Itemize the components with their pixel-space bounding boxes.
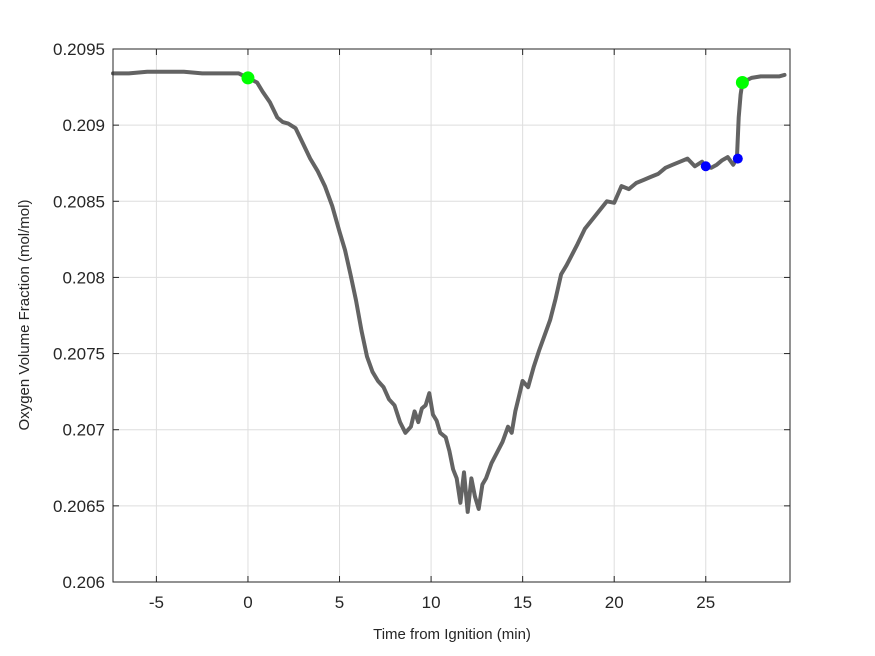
x-tick-label: -5: [149, 593, 164, 612]
y-tick-label: 0.2065: [53, 497, 105, 516]
x-tick-label: 0: [243, 593, 252, 612]
data-series: [111, 69, 787, 514]
x-tick-label: 15: [513, 593, 532, 612]
x-tick-label: 5: [335, 593, 344, 612]
y-tick-label: 0.208: [62, 268, 105, 287]
plot-frame: [112, 48, 791, 583]
x-tick-label: 25: [696, 593, 715, 612]
y-axis-label: Oxygen Volume Fraction (mol/mol): [16, 200, 33, 431]
x-tick-label: 10: [422, 593, 441, 612]
event-markers: [241, 71, 749, 172]
o2-line: [111, 69, 787, 514]
y-tick-label: 0.209: [62, 116, 105, 135]
y-tick-label: 0.207: [62, 421, 105, 440]
axis-ticks: -5 0 5 10 15 20 25 0.206 0.2065 0.207 0.2075 0.208 0…: [53, 40, 790, 612]
x-tick-label: 20: [605, 593, 624, 612]
event-marker-2: [732, 153, 743, 164]
x-axis-label: Time from Ignition (min): [373, 626, 531, 643]
start-marker: [241, 71, 255, 85]
y-tick-label: 0.2085: [53, 192, 105, 211]
event-marker-1: [700, 161, 711, 172]
y-tick-label: 0.206: [62, 573, 105, 592]
y-tick-label: 0.2075: [53, 345, 105, 364]
end-marker: [735, 76, 749, 90]
grid-lines: [113, 48, 790, 583]
y-tick-label: 0.2095: [53, 40, 105, 59]
